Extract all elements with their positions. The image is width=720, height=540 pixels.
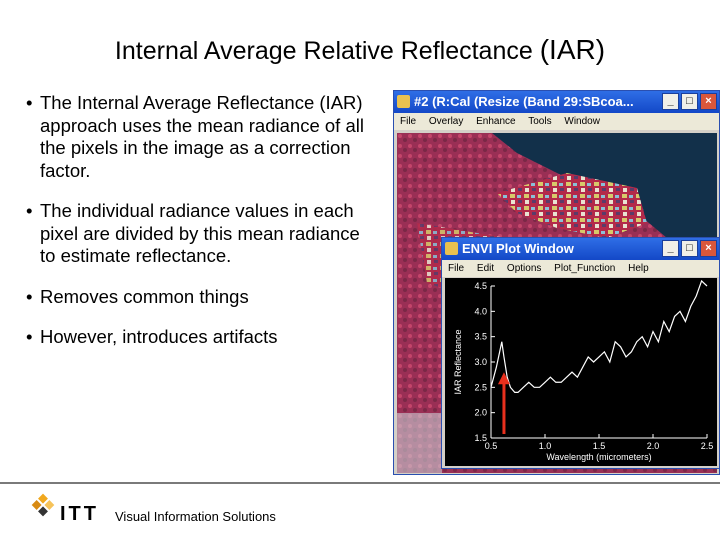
bullet-list: The Internal Average Reflectance (IAR) a… [26,92,376,367]
minimize-button[interactable]: _ [662,93,679,110]
image-window-menubar: File Overlay Enhance Tools Window [394,113,719,130]
plot-window-titlebar[interactable]: ENVI Plot Window _ □ × [442,238,719,260]
menu-window[interactable]: Window [564,116,600,127]
bullet-item: However, introduces artifacts [26,326,376,349]
x-tick-label: 0.5 [485,441,498,451]
menu-file[interactable]: File [400,116,417,127]
bullet-item: Removes common things [26,286,376,309]
menu-enhance[interactable]: Enhance [476,116,516,127]
menu-plot-function[interactable]: Plot_Function [554,263,616,274]
annotation-arrow-head [497,372,510,385]
slide-title: Internal Average Relative Reflectance (I… [0,34,720,66]
y-tick-label: 4.5 [474,281,487,291]
x-axis-label: Wavelength (micrometers) [546,452,651,462]
image-window-titlebar[interactable]: #2 (R:Cal (Resize (Band 29:SBcoa... _ □ … [394,91,719,113]
footer-divider [0,482,720,484]
menu-tools[interactable]: Tools [528,116,552,127]
menu-file[interactable]: File [448,263,465,274]
y-tick-label: 1.5 [474,433,487,443]
minimize-button[interactable]: _ [662,240,679,257]
x-tick-label: 2.0 [647,441,660,451]
close-button[interactable]: × [700,93,717,110]
spectrum-plot[interactable]: 1.5 2.0 2.5 3.0 3.5 4.0 4.5 0.5 1.0 1.5 2.0 2.5 Wave… [445,278,717,466]
menu-options[interactable]: Options [506,263,542,274]
maximize-button[interactable]: □ [681,240,698,257]
y-axis-label: IAR Reflectance [453,329,463,394]
image-window-title: #2 (R:Cal (Resize (Band 29:SBcoa... [414,94,634,109]
plot-window[interactable]: ENVI Plot Window _ □ × File Edit Options… [441,237,720,469]
plot-window-title: ENVI Plot Window [462,241,574,256]
brand-name: ITT [60,503,99,525]
maximize-button[interactable]: □ [681,93,698,110]
x-tick-label: 1.5 [593,441,606,451]
y-tick-label: 4.0 [474,306,487,316]
menu-help[interactable]: Help [628,263,649,274]
app-icon [445,242,458,255]
close-button[interactable]: × [700,240,717,257]
plot-window-menubar: File Edit Options Plot_Function Help [442,260,719,277]
y-tick-label: 2.5 [474,382,487,392]
y-tick-label: 3.0 [474,357,487,367]
menu-overlay[interactable]: Overlay [428,116,464,127]
spectrum-chart: 1.5 2.0 2.5 3.0 3.5 4.0 4.5 0.5 1.0 1.5 2.0 2.5 Wave… [453,279,714,462]
bullet-item: The individual radiance values in each p… [26,200,376,268]
spectrum-series-line [490,279,708,394]
x-tick-label: 2.5 [701,441,714,451]
title-main: Internal Average Relative Reflectance [114,37,533,65]
x-tick-label: 1.0 [539,441,552,451]
title-abbr: (IAR) [539,34,606,65]
brand-tagline: Visual Information Solutions [115,509,276,524]
y-tick-label: 2.0 [474,408,487,418]
app-icon [397,95,410,108]
itt-logo-icon [30,492,56,523]
menu-edit[interactable]: Edit [476,263,495,274]
bullet-item: The Internal Average Reflectance (IAR) a… [26,92,376,182]
y-tick-label: 3.5 [474,332,487,342]
